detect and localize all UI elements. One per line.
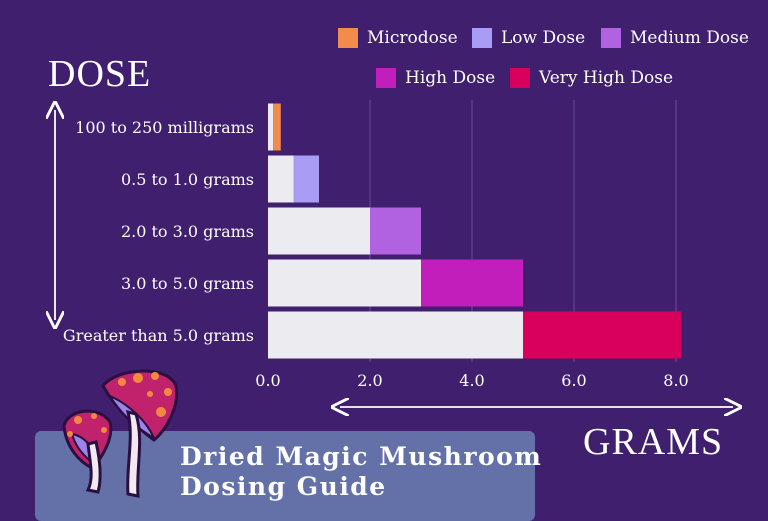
legend-swatch-high-dose — [376, 68, 396, 88]
x-tick-label: 0.0 — [255, 371, 280, 390]
x-axis-title: GRAMS — [583, 421, 724, 463]
legend-item-microdose: Microdose — [338, 28, 458, 48]
bar-segment-base — [268, 259, 421, 307]
y-axis-title: DOSE — [48, 53, 152, 95]
bar-segment-high-dose — [421, 259, 523, 307]
legend-item-low-dose: Low Dose — [472, 28, 585, 48]
mushroom-icon — [62, 369, 179, 498]
legend-swatch-low-dose — [472, 28, 492, 48]
bar-segment-low-dose — [293, 155, 319, 203]
legend-item-very-high-dose: Very High Dose — [510, 68, 673, 88]
footer-title-line1: Dried Magic Mushroom — [180, 442, 543, 471]
footer-title: Dried Magic Mushroom Dosing Guide — [180, 442, 542, 502]
y-category-label: 100 to 250 milligrams — [75, 118, 254, 137]
bar-segment-microdose — [273, 103, 281, 151]
y-category-label: 3.0 to 5.0 grams — [121, 274, 254, 293]
x-tick-label: 8.0 — [663, 371, 688, 390]
legend-label-microdose: Microdose — [367, 28, 458, 48]
y-category-label: 2.0 to 3.0 grams — [121, 222, 254, 241]
y-category-label: 0.5 to 1.0 grams — [121, 170, 254, 189]
legend-swatch-very-high-dose — [510, 68, 530, 88]
bar-segment-base — [268, 155, 294, 203]
legend-swatch-medium-dose — [601, 28, 621, 48]
bar-segment-base — [268, 103, 274, 151]
x-tick-label: 6.0 — [561, 371, 586, 390]
legend-label-high-dose: High Dose — [405, 68, 496, 88]
legend-swatch-microdose — [338, 28, 358, 48]
bar-segment-base — [268, 311, 523, 359]
x-tick-label: 2.0 — [357, 371, 382, 390]
legend-label-medium-dose: Medium Dose — [630, 28, 749, 48]
bar-segment-base — [268, 207, 370, 255]
legend-label-very-high-dose: Very High Dose — [539, 68, 674, 88]
footer-banner — [35, 431, 535, 521]
bar-segment-medium-dose — [370, 207, 421, 255]
legend-label-low-dose: Low Dose — [501, 28, 586, 48]
y-category-label: Greater than 5.0 grams — [63, 326, 254, 345]
legend-item-high-dose: High Dose — [376, 68, 495, 88]
x-tick-label: 4.0 — [459, 371, 484, 390]
footer-title-line2: Dosing Guide — [180, 472, 387, 501]
bar-segment-very-high-dose — [523, 311, 682, 359]
legend-item-medium-dose: Medium Dose — [601, 28, 749, 48]
